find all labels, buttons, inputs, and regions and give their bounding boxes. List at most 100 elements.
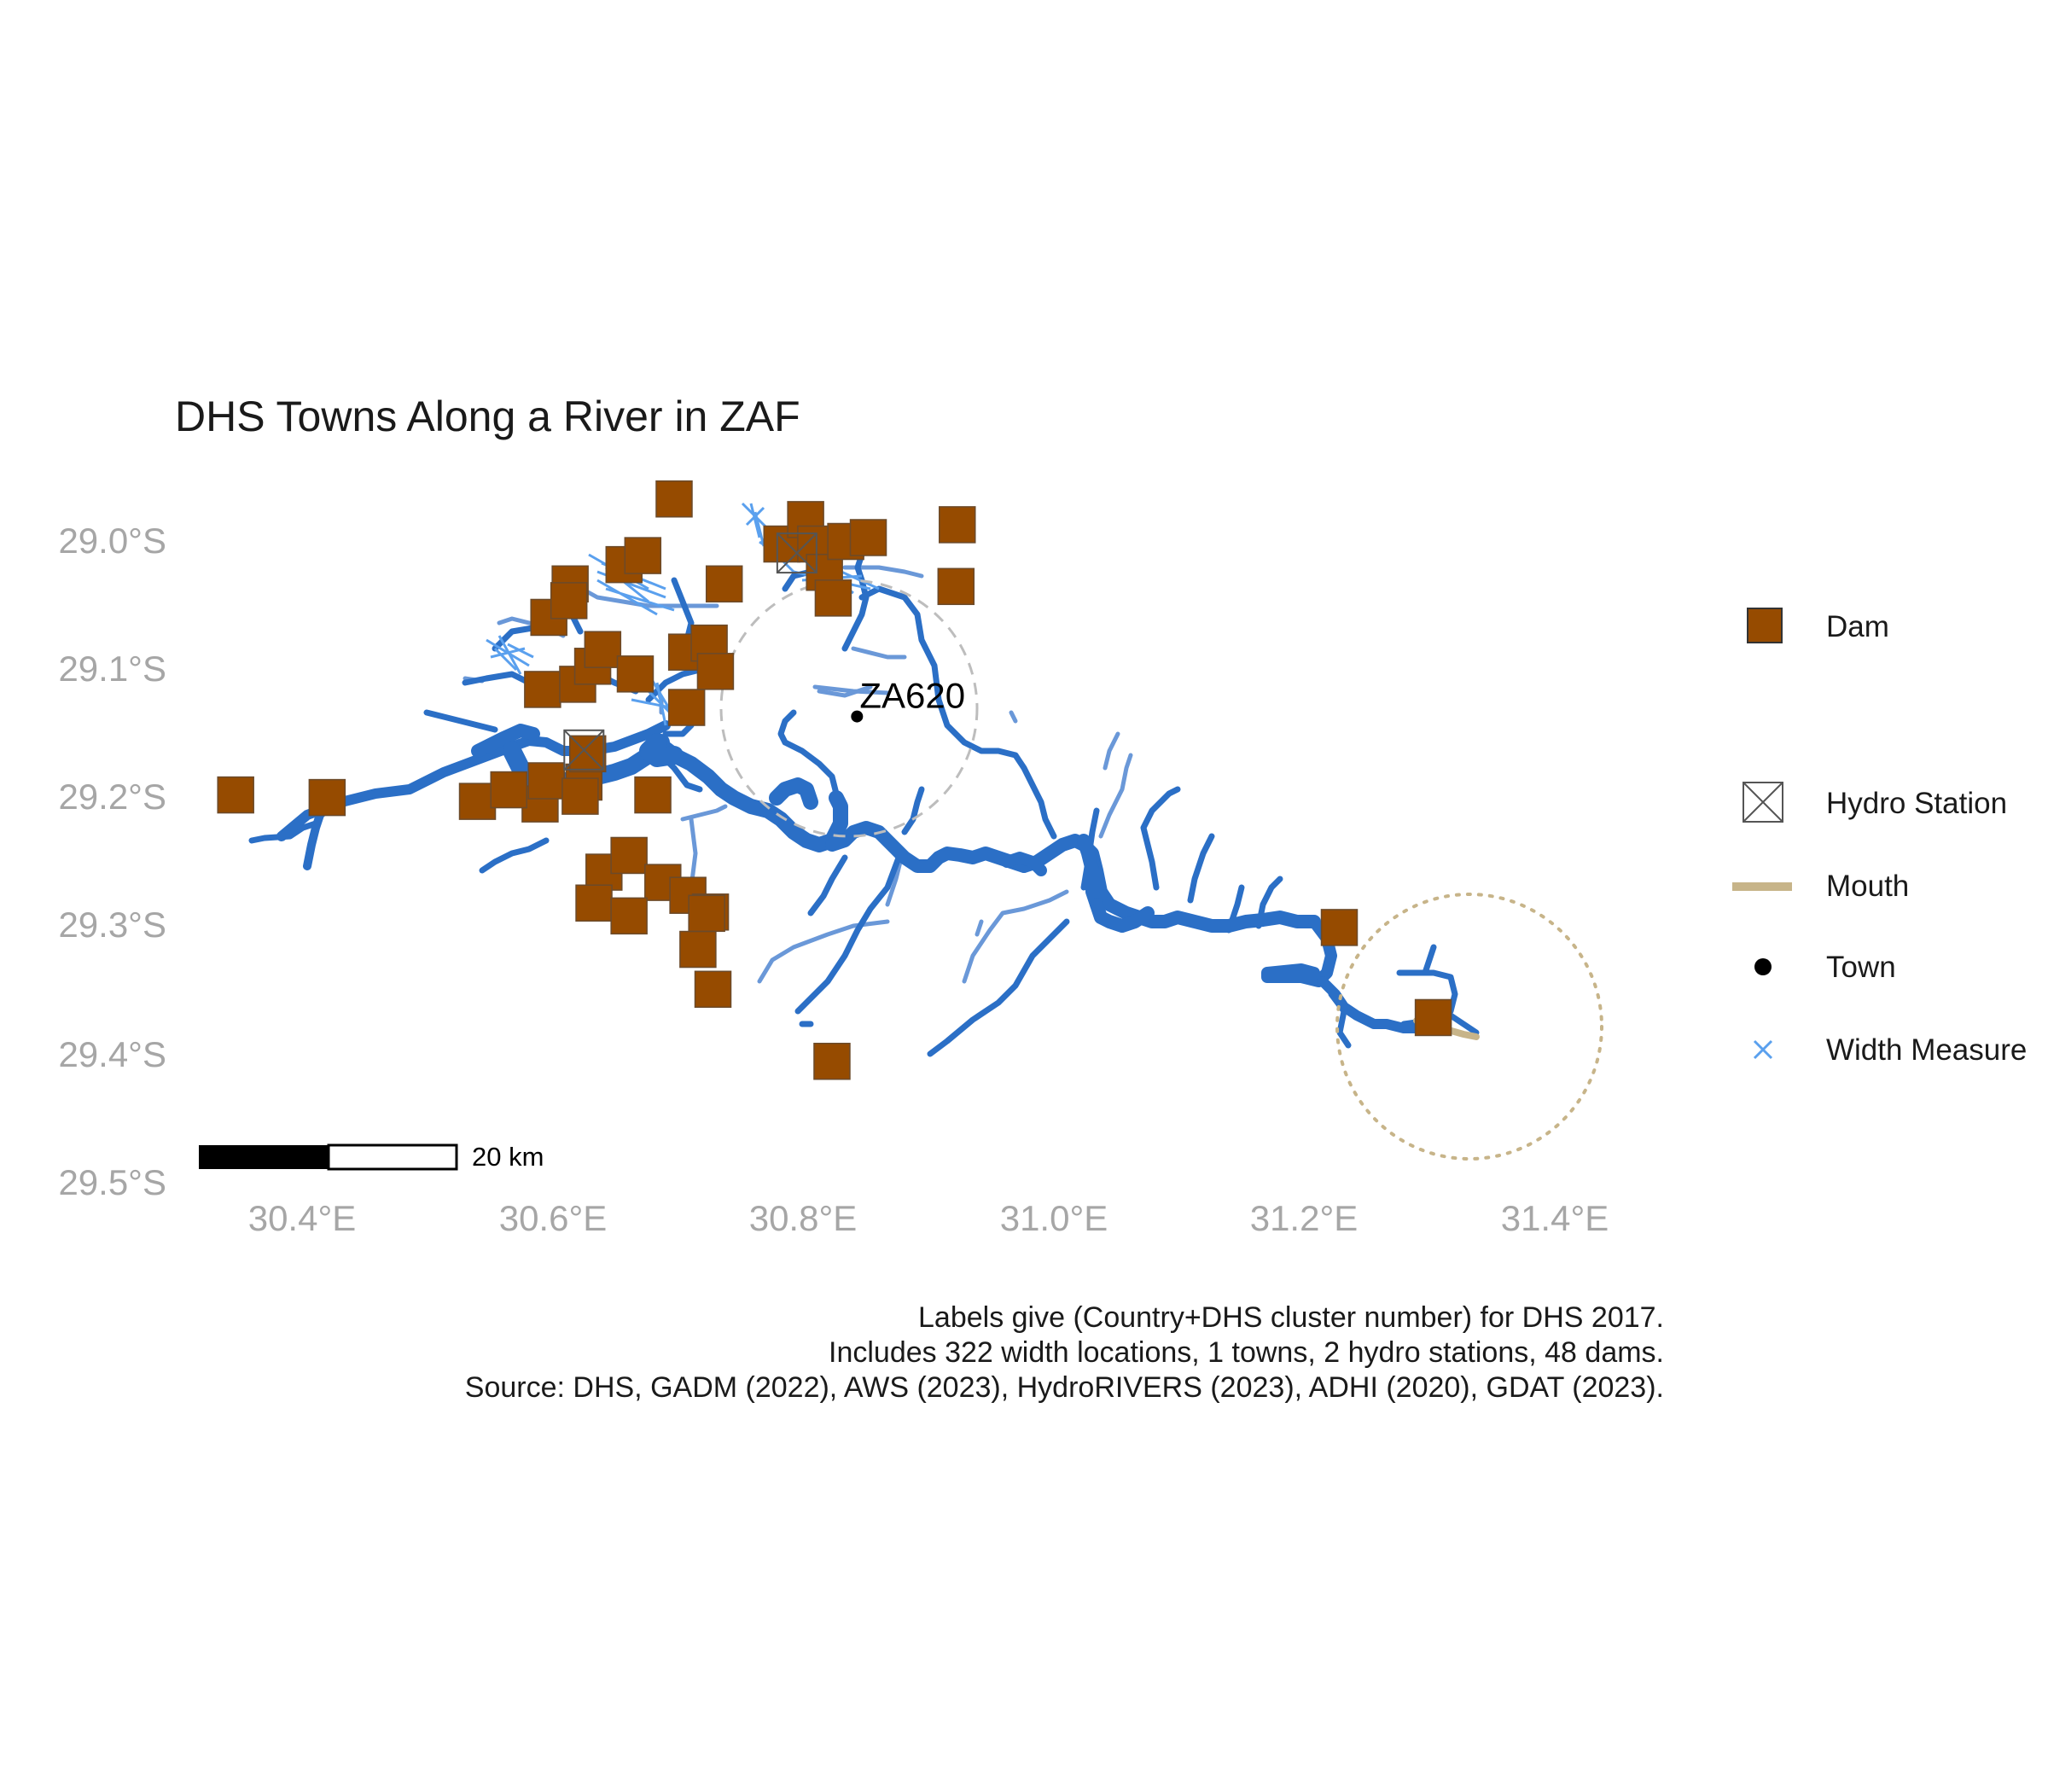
dam-marker <box>705 565 743 603</box>
caption: Labels give (Country+DHS cluster number)… <box>465 1301 1664 1404</box>
tributary-line <box>1098 753 1133 839</box>
x-axis: 30.4°E 30.6°E 30.8°E 31.0°E 31.2°E 31.4°… <box>248 1198 1609 1238</box>
dam-marker <box>814 579 852 617</box>
branch-line <box>927 918 1070 1057</box>
dam-marker <box>696 653 735 690</box>
dams <box>217 480 1452 1080</box>
dam-marker <box>616 655 655 693</box>
branch-line <box>807 854 848 916</box>
dam-marker <box>561 777 599 815</box>
branch-line <box>479 837 550 874</box>
width-measure-cluster <box>631 673 684 727</box>
x-tick-label: 31.0°E <box>1000 1198 1108 1238</box>
main-river-segment <box>1077 834 1103 911</box>
branch-line <box>645 666 703 703</box>
dam-marker <box>849 519 887 556</box>
scale-bar-label: 20 km <box>472 1142 544 1172</box>
branch-line <box>423 709 498 733</box>
branch-line <box>462 671 532 686</box>
town-point <box>851 710 864 723</box>
caption-line: Includes 322 width locations, 1 towns, 2… <box>829 1336 1664 1369</box>
hydro-station-marker <box>563 729 605 771</box>
main-river-segment <box>825 821 1321 933</box>
main-river-segment <box>1090 898 1155 933</box>
branch-line <box>248 820 319 844</box>
legend-width-label: Width Measure <box>1826 1033 2027 1067</box>
dam-marker <box>490 771 527 809</box>
branch-line <box>1422 944 1437 976</box>
y-tick-label: 29.5°S <box>58 1162 166 1202</box>
dam-marker <box>1414 998 1452 1037</box>
legend-dam-label: Dam <box>1826 610 1889 643</box>
branch-line <box>777 709 797 746</box>
tributary-line <box>885 859 903 907</box>
dam-marker <box>308 778 346 817</box>
tributary-line <box>1009 710 1018 724</box>
mouth-buffer-circle <box>1335 893 1603 1161</box>
branch-line <box>1012 752 1057 840</box>
dam-marker <box>813 1042 851 1080</box>
hydro-legend-key <box>1743 782 1783 823</box>
hydro-stations <box>563 532 817 771</box>
width-measure-cluster <box>486 635 534 675</box>
x-tick-label: 30.6°E <box>499 1198 608 1238</box>
dam-marker <box>584 631 622 668</box>
dam-marker <box>624 537 662 574</box>
dam-marker <box>667 689 706 726</box>
scale-bar-black-segment <box>199 1145 329 1169</box>
dam-marker <box>694 970 732 1009</box>
y-tick-label: 29.3°S <box>58 905 166 945</box>
hydro-station-marker <box>776 532 817 574</box>
main-river-segment <box>1318 976 1422 1033</box>
width-measure-cluster <box>741 502 795 573</box>
river-network <box>248 543 1480 1057</box>
dam-marker <box>610 836 648 875</box>
caption-line: Source: DHS, GADM (2022), AWS (2023), Hy… <box>465 1371 1664 1404</box>
main-river-segment <box>1001 852 1047 876</box>
dam-marker <box>937 567 975 606</box>
tributary-line <box>680 804 728 822</box>
tributary-line <box>975 919 984 937</box>
x-tick-label: 31.2°E <box>1250 1198 1359 1238</box>
x-tick-label: 30.8°E <box>749 1198 858 1238</box>
tributary-line <box>817 684 873 698</box>
dam-marker <box>217 776 254 814</box>
main-river-segment <box>769 777 818 810</box>
y-tick-label: 29.1°S <box>58 649 166 689</box>
tributary-line <box>1103 731 1120 771</box>
scale-bar-white-segment <box>327 1143 458 1171</box>
dam-marker <box>634 776 672 814</box>
tributary-line <box>757 919 890 984</box>
main-river-segment <box>639 733 684 767</box>
town-label: ZA620 <box>859 676 965 716</box>
dam-marker <box>939 506 976 544</box>
main-river <box>276 720 1422 1033</box>
main-river-segment <box>649 735 848 852</box>
dam-marker <box>524 671 561 708</box>
x-tick-label: 31.4°E <box>1501 1198 1609 1238</box>
main-river-segment <box>471 724 540 758</box>
legend-town-label: Town <box>1826 951 1896 984</box>
tributary-line <box>962 889 1069 984</box>
dam-marker <box>655 480 693 518</box>
dam-marker <box>688 894 725 933</box>
branch-line <box>794 850 904 1015</box>
caption-line: Labels give (Country+DHS cluster number)… <box>918 1301 1664 1334</box>
branch-line <box>935 696 1019 759</box>
y-tick-label: 29.0°S <box>58 521 166 561</box>
branch-line <box>671 577 695 643</box>
main-river-segment <box>1261 916 1337 987</box>
legend-hydro-label: Hydro Station <box>1826 787 2007 820</box>
dam-marker <box>527 762 566 800</box>
branch-line <box>1187 833 1215 904</box>
hydro-station-cross <box>1743 782 1783 823</box>
y-tick-label: 29.4°S <box>58 1034 166 1074</box>
dam-marker <box>550 582 588 620</box>
town-legend-key <box>1754 958 1772 975</box>
legend-mouth-label: Mouth <box>1826 870 1909 903</box>
dam-marker <box>575 884 613 922</box>
legend: Dam Hydro Station Mouth Town Width Measu… <box>1732 608 2027 1067</box>
tributary-line <box>851 646 907 660</box>
x-tick-label: 30.4°E <box>248 1198 357 1238</box>
